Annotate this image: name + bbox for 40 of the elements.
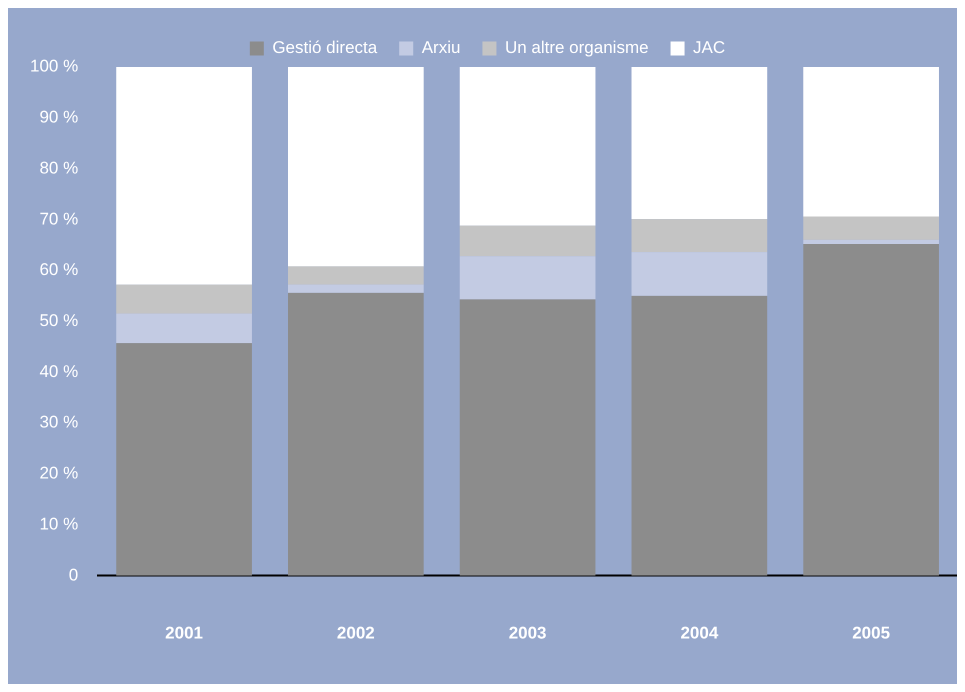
- y-tick-label: 60 %: [39, 260, 78, 280]
- bar: [288, 284, 424, 293]
- bar: [116, 67, 252, 285]
- y-tick-label: 10 %: [39, 514, 78, 534]
- y-tick-label: 70 %: [39, 209, 78, 228]
- bar: [460, 226, 596, 256]
- x-tick-label: 2002: [336, 623, 375, 642]
- bar: [460, 256, 596, 300]
- legend-label: JAC: [693, 38, 726, 58]
- bar: [288, 292, 424, 576]
- bar: [632, 219, 768, 252]
- y-tick-label: 20 %: [39, 464, 78, 483]
- legend-label: Gestió directa: [272, 38, 378, 58]
- bar: [803, 244, 939, 576]
- y-tick-label: 0: [68, 565, 78, 584]
- y-tick-label: 100 %: [30, 56, 78, 76]
- bar: [632, 67, 768, 220]
- bar: [460, 299, 596, 576]
- y-tick-label: 90 %: [39, 108, 78, 127]
- legend-label: Arxiu: [422, 38, 460, 58]
- y-tick-label: 40 %: [39, 362, 78, 381]
- x-tick-label: 2003: [508, 623, 547, 642]
- x-tick-label: 2004: [680, 623, 719, 642]
- bar: [116, 284, 252, 314]
- bar: [803, 67, 939, 217]
- x-tick-label: 2001: [165, 623, 203, 642]
- x-tick-label: 2005: [852, 623, 890, 642]
- bar: [116, 343, 252, 576]
- bar: [288, 67, 424, 266]
- bar: [803, 240, 939, 244]
- y-tick-label: 30 %: [39, 412, 78, 432]
- bar: [288, 266, 424, 285]
- y-tick-label: 80 %: [39, 158, 78, 178]
- bar: [803, 216, 939, 240]
- legend-label: Un altre organisme: [504, 38, 649, 58]
- bar: [632, 252, 768, 296]
- bar: [632, 296, 768, 576]
- bar: [116, 314, 252, 344]
- y-tick-label: 50 %: [39, 310, 78, 330]
- bar: [460, 67, 596, 226]
